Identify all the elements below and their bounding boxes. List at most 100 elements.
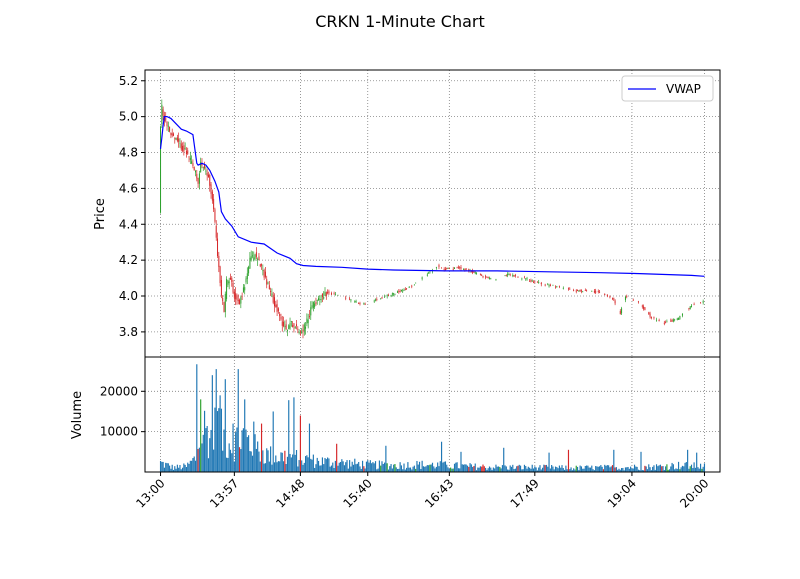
candle-body (318, 298, 320, 301)
volume-bar (237, 369, 239, 472)
candle-body (702, 301, 704, 303)
volume-bar (396, 468, 399, 472)
volume-bar (194, 460, 197, 472)
candle-body (276, 304, 278, 312)
candle-body (381, 297, 383, 298)
volume-bar (470, 464, 472, 472)
volume-bar (643, 470, 645, 472)
volume-bar (597, 466, 599, 472)
volume-bar (263, 463, 265, 472)
candle-body (240, 297, 242, 304)
volume-bar (411, 469, 413, 472)
candle-body (648, 312, 650, 315)
candle-body (226, 278, 228, 299)
volume-bar (694, 467, 696, 472)
candle-body (187, 150, 189, 154)
volume-bar (402, 469, 404, 472)
volume-bar (251, 455, 254, 472)
volume-bar (486, 469, 488, 472)
x-tick-label: 20:00 (677, 476, 711, 510)
candle-body (473, 271, 475, 273)
candle-body (350, 299, 352, 301)
volume-bar (172, 469, 175, 472)
volume-bar (492, 467, 494, 472)
candle-body (324, 291, 326, 296)
candle-body (421, 277, 423, 279)
volume-bar (627, 466, 629, 472)
volume-bar (698, 468, 700, 472)
volume-bar (566, 469, 568, 472)
candle-body (679, 315, 681, 320)
volume-bar (595, 466, 597, 472)
volume-bar (679, 469, 681, 472)
candle-body (333, 293, 335, 295)
volume-bar (606, 465, 608, 472)
legend-vwap-label: VWAP (666, 82, 701, 96)
candle-body (544, 284, 546, 286)
volume-bar (262, 450, 264, 472)
candle-body (613, 298, 615, 300)
volume-bar (640, 451, 642, 472)
volume-bar (420, 468, 422, 472)
candle-body (666, 321, 668, 323)
candle-body (262, 270, 264, 271)
volume-bar (455, 462, 457, 472)
volume-bar (560, 467, 562, 472)
candle-body (316, 300, 318, 301)
volume-bar (624, 467, 627, 472)
vwap-line (159, 116, 705, 277)
volume-bar (435, 466, 437, 472)
candle-body (689, 306, 691, 310)
volume-bar (424, 466, 426, 472)
volume-bar (302, 464, 304, 472)
volume-bar (456, 462, 458, 472)
volume-bar (280, 452, 282, 472)
candle-body (533, 281, 535, 283)
volume-bar (554, 466, 557, 472)
volume-bar (351, 461, 353, 472)
volume-bar (683, 466, 685, 472)
volume-bar (418, 461, 421, 472)
volume-bar (246, 437, 248, 472)
candle-body (609, 296, 611, 298)
volume-bar (609, 467, 611, 472)
price-y-tick-label: 5.2 (119, 74, 138, 88)
candle-body (308, 316, 310, 317)
candle-body (441, 267, 443, 269)
volume-bar (169, 465, 171, 472)
volume-bar (453, 463, 456, 472)
volume-bar (475, 470, 478, 472)
candle-body (658, 319, 660, 322)
candle-body (223, 302, 225, 312)
volume-bar (289, 453, 291, 472)
volume-bar (305, 456, 307, 472)
candle-body (183, 145, 185, 152)
candle-body (595, 290, 597, 293)
candle-body (270, 291, 272, 292)
volume-bar (658, 465, 660, 472)
volume-bar (197, 448, 199, 472)
price-y-axis: 3.8 4.0 4.2 4.4 4.6 4.8 5.0 5.2 (119, 74, 145, 339)
candle-body (259, 264, 261, 267)
candle-body (552, 284, 554, 286)
candle-body (237, 299, 239, 302)
candle-body (248, 266, 250, 274)
volume-bar (633, 464, 636, 472)
candle-body (443, 268, 445, 270)
candle-body (182, 145, 184, 151)
volume-bar (452, 468, 454, 472)
candle-body (305, 326, 307, 329)
candle-body (376, 299, 378, 300)
candle-body (327, 292, 329, 294)
candle-body (468, 269, 470, 271)
candle-body (495, 279, 497, 281)
volume-bar (619, 469, 621, 472)
volume-bar (665, 466, 667, 472)
candle-body (435, 266, 437, 268)
candle-body (171, 133, 173, 136)
candle-body (580, 290, 582, 292)
candle-body (641, 305, 643, 307)
candle-body (460, 267, 462, 269)
candle-body (257, 259, 259, 260)
volume-bar (241, 430, 243, 472)
